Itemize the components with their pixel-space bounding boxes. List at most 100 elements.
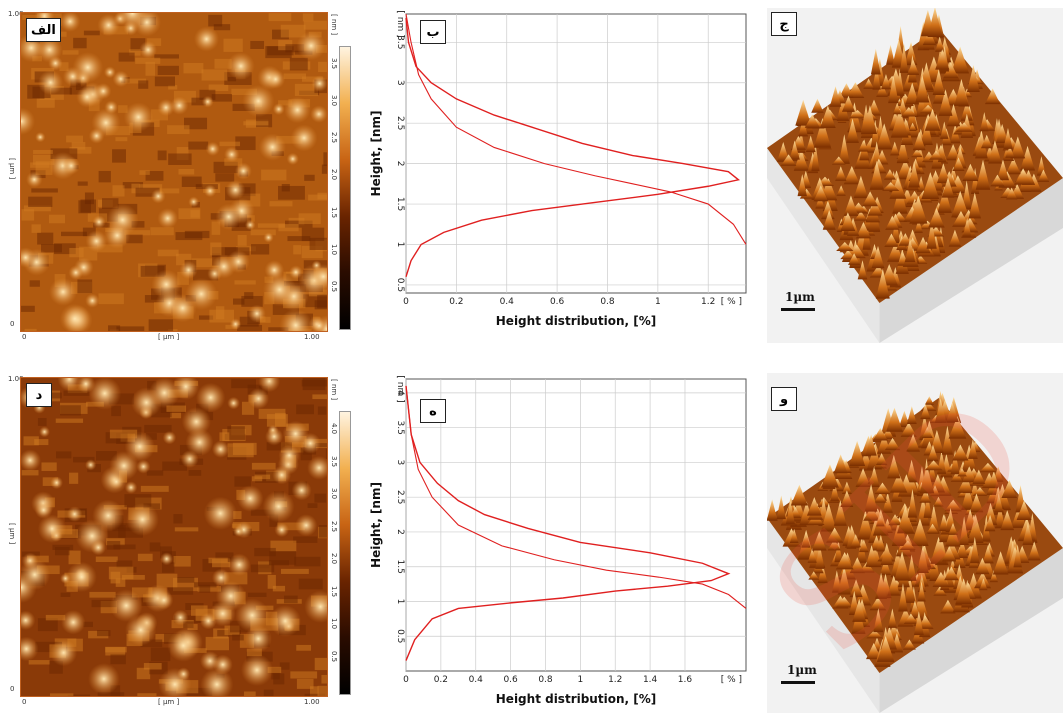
afm-texture <box>279 662 290 670</box>
afm-grain <box>59 13 81 32</box>
afm-texture <box>272 585 286 592</box>
afm-texture <box>115 137 128 142</box>
surface-peak <box>841 95 855 112</box>
surface-peak <box>962 477 973 494</box>
afm-grain <box>235 598 270 633</box>
afm-grain <box>109 451 139 481</box>
afm-texture <box>59 62 69 71</box>
surface-peak <box>1003 127 1013 149</box>
colorbar-tick-label: 4.0 <box>330 423 338 435</box>
surface-peak <box>967 514 984 543</box>
afm-grain <box>262 272 297 307</box>
afm-texture <box>35 161 53 175</box>
surface-peak <box>835 552 854 570</box>
afm-texture <box>314 300 327 310</box>
afm-texture <box>162 461 188 471</box>
afm-texture <box>111 405 121 417</box>
afm-texture <box>68 550 81 565</box>
x-tick-label: 0.4 <box>500 297 515 307</box>
y-tick-label: 1.5 <box>395 197 405 211</box>
afm-grain <box>290 124 318 152</box>
surface-peak <box>848 253 861 265</box>
afm-texture <box>309 686 319 696</box>
afm-texture <box>173 90 196 103</box>
afm-grain <box>95 82 112 100</box>
surface-peak <box>876 534 886 552</box>
surface-peak <box>900 540 916 550</box>
afm-texture <box>118 527 143 538</box>
x-tick-label: 1.4 <box>643 675 658 685</box>
afm-grain <box>291 480 312 501</box>
afm-texture <box>317 685 327 696</box>
afm-texture <box>118 105 128 113</box>
afm-grain <box>312 319 326 331</box>
surface-peak <box>869 597 887 611</box>
surface-peak <box>990 174 1005 187</box>
afm-texture <box>161 562 175 573</box>
afm-texture <box>283 595 298 604</box>
surface-peak <box>905 82 920 105</box>
afm-texture <box>294 556 321 567</box>
surface-peak <box>868 466 880 487</box>
x-tick-label: 0.8 <box>538 675 553 685</box>
afm-texture <box>60 592 71 597</box>
surface-peak <box>863 78 874 89</box>
afm-texture <box>307 503 318 508</box>
afm-texture <box>280 568 309 574</box>
afm-texture <box>98 293 124 305</box>
afm-grain <box>66 506 83 522</box>
y-axis-title: Height, [nm] <box>369 482 383 568</box>
surface-peak <box>798 117 808 137</box>
afm-grain <box>236 485 264 512</box>
afm-texture <box>227 443 254 458</box>
surface-peak <box>950 450 960 475</box>
afm-texture <box>191 258 219 268</box>
x-tick-label: 1.2 <box>608 675 622 685</box>
afm-texture <box>219 141 241 147</box>
afm-texture <box>135 187 160 197</box>
surface-peak <box>875 268 890 299</box>
surface-peak <box>1027 541 1041 561</box>
surface-peak <box>890 108 909 138</box>
afm-texture <box>199 89 216 100</box>
afm-texture <box>83 621 93 628</box>
afm-grain <box>310 105 327 123</box>
colorbar-unit-label: [ nm ] <box>330 14 338 36</box>
surface-peak <box>866 629 884 639</box>
surface-peak <box>996 159 1010 181</box>
afm-grain <box>225 179 246 200</box>
afm-texture <box>29 280 40 287</box>
surface-peak <box>871 245 885 269</box>
surface-peak <box>941 425 953 455</box>
surface-peak <box>811 143 820 172</box>
afm-grain <box>85 230 108 252</box>
x-min-label: 0 <box>22 698 27 706</box>
afm-texture <box>234 280 256 285</box>
afm-texture <box>149 542 161 552</box>
afm-grain <box>200 667 234 696</box>
afm-texture <box>278 185 305 200</box>
surface-peak <box>984 88 1001 105</box>
y-tick-label: 3 <box>395 460 405 466</box>
y-min-label: 0 <box>10 320 15 328</box>
afm-grain <box>21 247 36 268</box>
afm-grain <box>227 396 240 410</box>
afm-texture <box>250 229 276 236</box>
surface-peak <box>876 123 893 150</box>
afm-grain <box>57 378 82 391</box>
afm-texture <box>317 406 327 415</box>
afm-texture <box>125 78 147 84</box>
afm-grain <box>258 378 281 393</box>
afm-texture <box>194 582 217 588</box>
colorbar <box>339 411 351 695</box>
surface-peak <box>890 141 900 156</box>
surface-peak <box>951 190 970 218</box>
afm-grain <box>269 605 302 637</box>
surface-peak <box>975 159 991 190</box>
y-tick-label: 2 <box>395 529 405 535</box>
surface-peak <box>946 144 961 161</box>
surface-peak <box>1020 145 1036 171</box>
afm-texture <box>140 639 163 648</box>
afm-texture <box>31 224 41 233</box>
afm-texture <box>89 591 116 598</box>
